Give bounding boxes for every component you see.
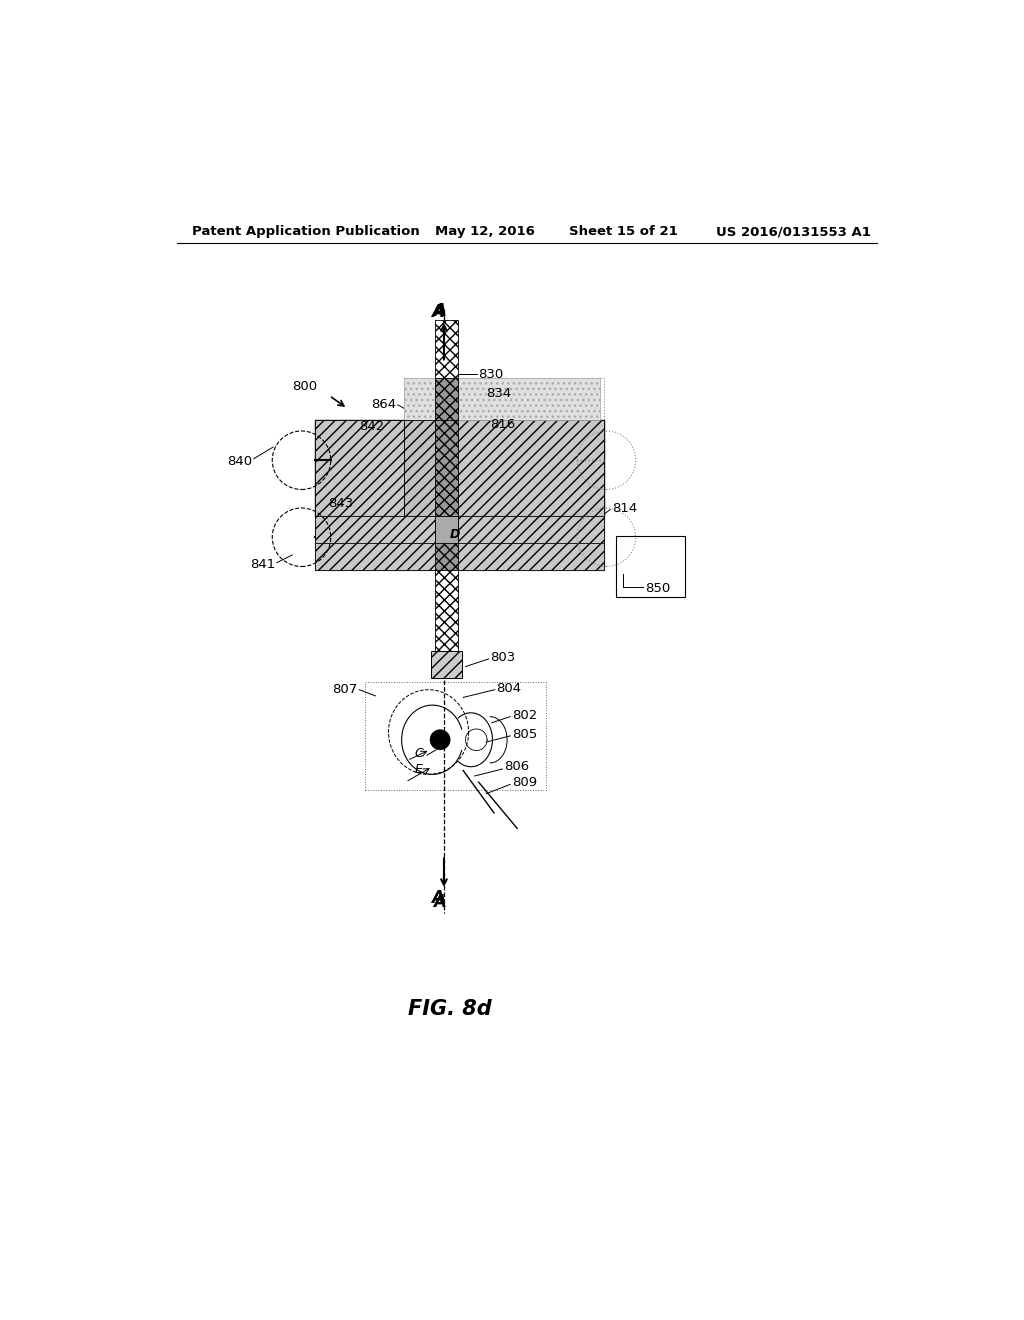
Text: 818: 818	[498, 558, 523, 572]
Bar	[615, 536, 685, 598]
Text: C: C	[415, 747, 424, 760]
Bar	[435, 420, 458, 516]
Text: 866: 866	[344, 560, 370, 573]
Text: Patent Application Publication: Patent Application Publication	[193, 224, 420, 238]
Text: A: A	[433, 892, 445, 911]
Text: 841: 841	[250, 558, 275, 572]
Bar	[403, 378, 600, 420]
Text: A: A	[431, 304, 444, 321]
Text: 864: 864	[371, 399, 396, 412]
Text: 842: 842	[359, 420, 385, 433]
Bar	[435, 378, 458, 420]
Text: US 2016/0131553 A1: US 2016/0131553 A1	[716, 224, 870, 238]
Bar	[366, 682, 547, 789]
Text: 814: 814	[611, 502, 637, 515]
Text: 802: 802	[512, 709, 537, 722]
Text: 800: 800	[293, 380, 317, 393]
Text: A: A	[431, 888, 444, 907]
Text: 807: 807	[333, 684, 357, 696]
Bar	[403, 378, 604, 566]
Bar	[458, 420, 604, 516]
Bar	[458, 516, 604, 544]
Bar	[435, 544, 458, 570]
Bar	[435, 570, 458, 651]
Text: May 12, 2016: May 12, 2016	[435, 224, 535, 238]
Text: A: A	[433, 302, 445, 321]
Bar	[458, 378, 600, 420]
Bar	[435, 321, 458, 378]
Text: 809: 809	[512, 776, 537, 788]
Bar	[315, 420, 403, 516]
Text: 806: 806	[504, 760, 529, 774]
Bar	[435, 516, 458, 544]
Circle shape	[430, 730, 451, 750]
Text: 804: 804	[497, 681, 521, 694]
Bar	[315, 544, 435, 570]
Text: 805: 805	[512, 727, 537, 741]
Text: 816: 816	[490, 417, 515, 430]
Bar	[431, 651, 462, 678]
Bar	[315, 516, 435, 544]
Bar	[403, 378, 435, 420]
Text: 830: 830	[478, 367, 504, 380]
Text: 834: 834	[486, 387, 512, 400]
Text: Sheet 15 of 21: Sheet 15 of 21	[569, 224, 678, 238]
Bar	[403, 420, 435, 516]
Text: 803: 803	[490, 651, 515, 664]
Bar	[315, 516, 604, 544]
Text: E: E	[415, 763, 423, 776]
Text: 843: 843	[329, 496, 354, 510]
Bar	[403, 544, 600, 566]
Text: 850: 850	[645, 582, 670, 594]
Bar	[315, 420, 604, 516]
Bar	[435, 378, 458, 566]
Text: FIG. 8d: FIG. 8d	[409, 999, 492, 1019]
Text: 840: 840	[227, 454, 252, 467]
Bar	[458, 544, 604, 570]
Bar	[315, 544, 604, 570]
Text: D: D	[451, 528, 461, 541]
